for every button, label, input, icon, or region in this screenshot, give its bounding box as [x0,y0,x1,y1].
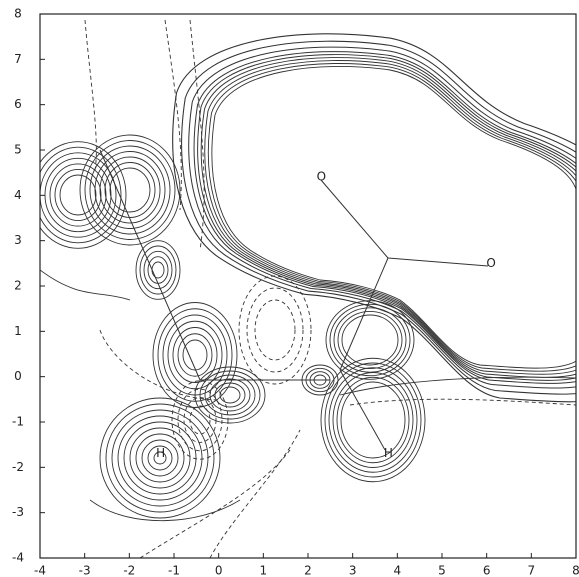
x-tick-label: 6 [483,564,491,577]
contour [152,262,164,278]
contour [208,63,579,371]
y-tick-label: -2 [12,460,24,474]
contour [148,257,168,284]
x-tick-label: 3 [349,564,357,577]
x-tick-label: 2 [304,564,312,577]
contour [337,377,409,463]
x-tick-label: -3 [79,564,91,577]
contour [220,387,240,403]
x-tick-label: -2 [123,564,135,577]
x-tick-label: 5 [438,564,446,577]
atom-label: O [486,256,495,270]
plot-frame [40,14,576,558]
contour [40,270,130,300]
contour [173,34,579,402]
y-tick-label: -1 [12,415,24,429]
x-tick-label: 0 [215,564,223,577]
contour [350,399,576,405]
x-tick-label: 1 [260,564,268,577]
x-tick-label: -1 [168,564,180,577]
y-tick-label: 6 [14,97,22,111]
chart: -4 -3 -2 -1 0 1 2 3 4 5 6 7 8 -4 -3 -2 -1 0 1 2 3 4 5 6 7 8 O O H H [0,0,579,577]
contour [168,321,222,389]
x-tick-label: -4 [34,564,46,577]
y-tick-label: 7 [14,52,22,66]
contour [35,147,121,243]
y-tick-label: -4 [12,551,24,565]
x-tick-label: 4 [394,564,402,577]
contour [334,308,406,372]
contour [239,276,311,384]
atom-label: H [156,446,165,460]
contour [165,20,181,210]
contour [342,315,398,365]
contour [140,246,176,294]
y-tick-label: -3 [12,505,24,519]
contour [158,309,232,402]
y-tick-label: 3 [14,233,22,247]
contour [201,58,579,378]
contour [200,371,260,419]
contour [341,382,405,458]
bonds [100,150,488,450]
contour [85,141,175,240]
contour [210,430,300,558]
contour [325,363,421,477]
x-tick-label: 7 [528,564,536,577]
contour [173,328,217,383]
contour [205,61,579,375]
contour [85,20,96,170]
contour [55,169,101,220]
y-tick-label: 5 [14,143,22,157]
x-tick-label: 8 [572,564,579,577]
contour [183,340,207,370]
contour [194,52,579,384]
contour-lines [30,20,579,558]
contour [50,164,106,226]
y-tick-label: 4 [14,188,22,202]
y-tick-label: 1 [14,324,22,338]
contour [140,450,290,558]
contour [255,300,295,360]
atom-label: O [317,170,326,184]
contour [189,47,579,388]
contour [338,311,402,368]
contour [212,66,578,368]
contour [105,163,155,218]
contour [333,373,413,468]
contour [100,157,160,223]
contour [90,146,170,234]
contour [205,375,255,415]
contour [190,20,204,250]
contour [136,241,180,300]
y-tick-label: 2 [14,279,22,293]
atom-label: H [384,446,393,460]
y-tick-label: 8 [14,7,22,21]
contour [182,41,579,394]
y-tick-label: 0 [14,369,22,383]
